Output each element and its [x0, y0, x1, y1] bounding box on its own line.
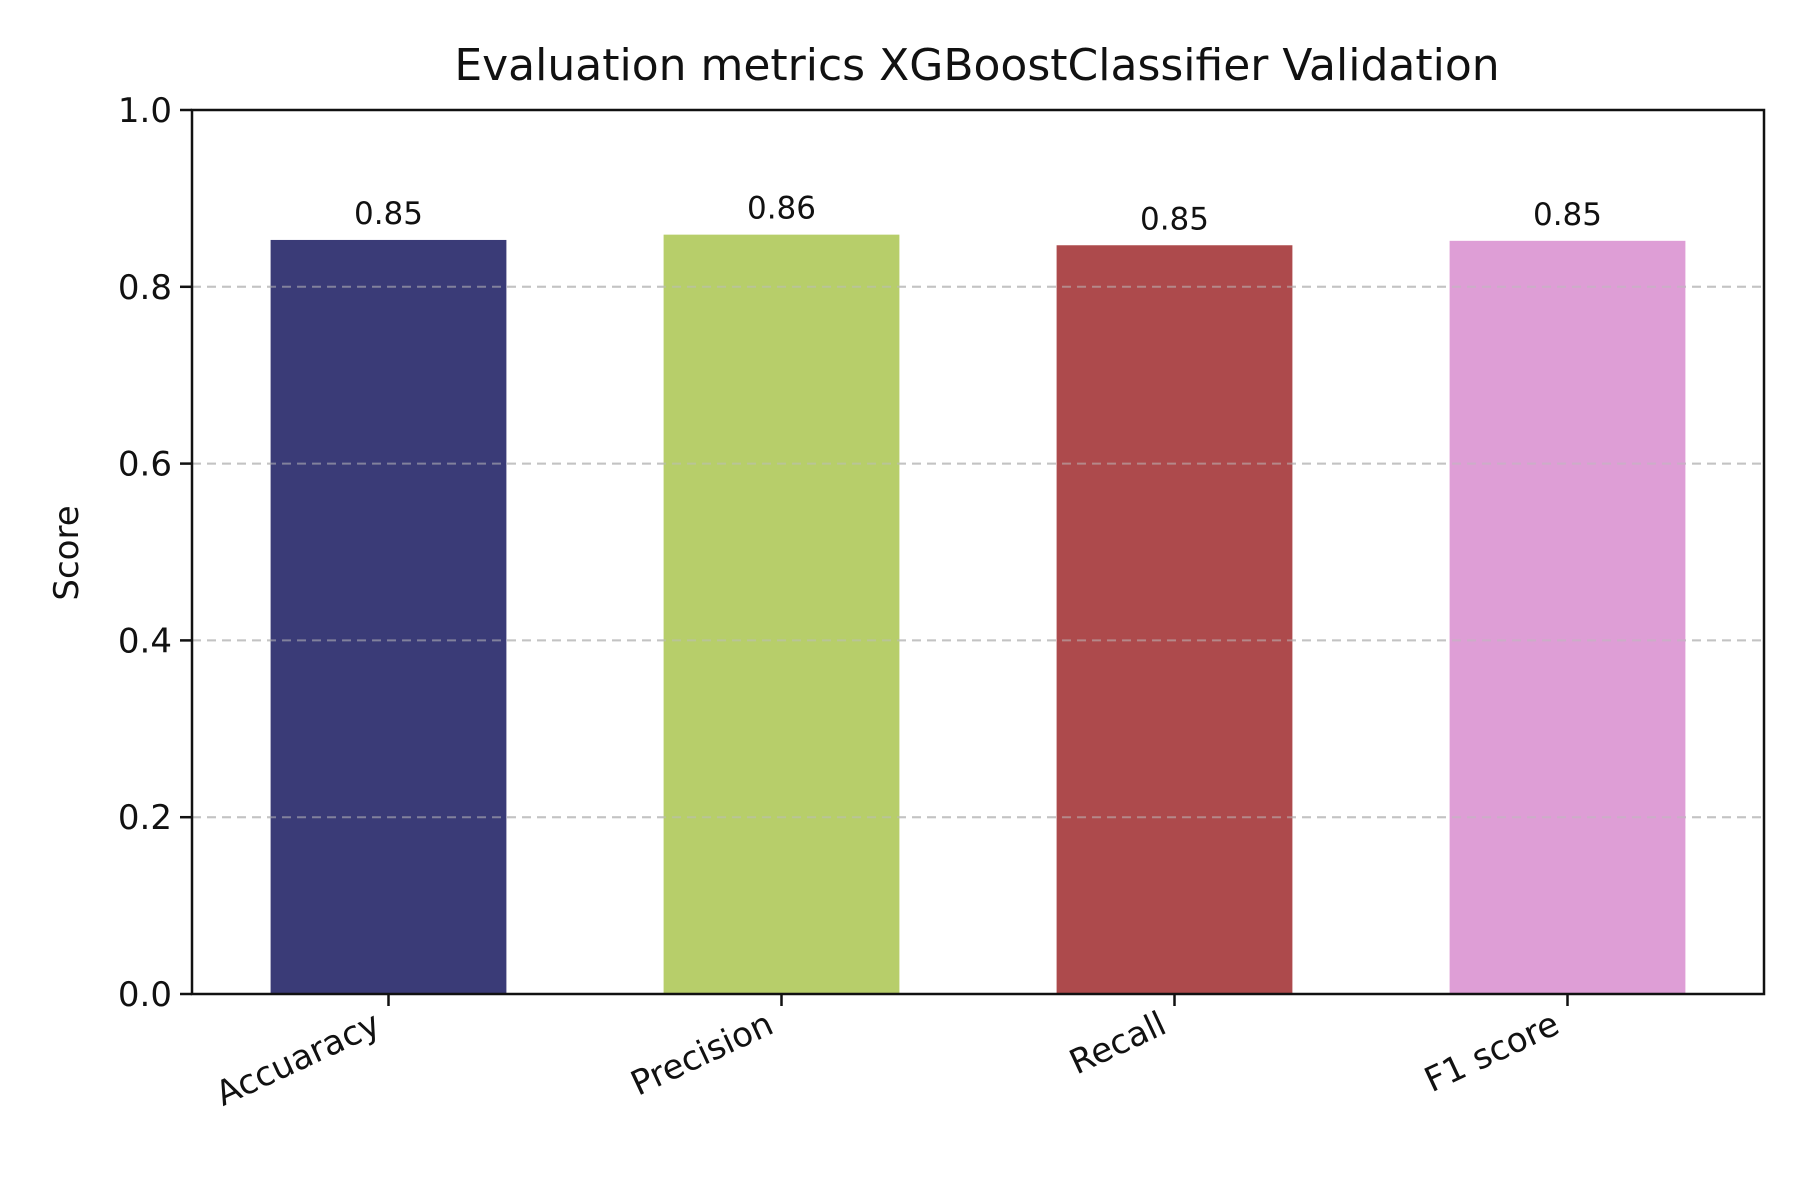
bar-value-label: 0.85 [1140, 201, 1209, 237]
x-tick-label: Accuaracy [210, 1004, 386, 1115]
bar [1449, 240, 1686, 994]
bar-value-label: 0.85 [354, 196, 423, 232]
value-labels: 0.85 0.86 0.85 0.85 [192, 191, 1764, 819]
y-axis-ticks: 0.0 0.2 0.4 0.6 0.8 1.0 [118, 91, 192, 1015]
bars [270, 234, 1686, 995]
bar-value-label: 0.86 [747, 191, 816, 227]
y-tick-label: 0.0 [118, 975, 172, 1015]
bar-value-label: 0.85 [1533, 197, 1602, 233]
x-axis-ticks: Accuaracy Precision Recall F1 score [210, 994, 1569, 1115]
y-tick-label: 0.2 [118, 798, 172, 838]
x-tick-label: F1 score [1418, 1004, 1565, 1101]
bar [1056, 245, 1293, 994]
x-tick-label: Recall [1063, 1004, 1172, 1083]
chart-title: Evaluation metrics XGBoostClassifier Val… [454, 40, 1499, 91]
x-tick-label: Precision [625, 1004, 779, 1104]
y-tick-label: 0.4 [118, 621, 172, 661]
y-tick-label: 0.8 [118, 268, 172, 308]
y-axis-label: Score [47, 505, 87, 600]
axes [190, 108, 1766, 996]
y-tick-label: 0.6 [118, 445, 172, 485]
bar [270, 239, 507, 994]
bar [663, 234, 900, 995]
plot-frame [190, 108, 1766, 996]
y-tick-label: 1.0 [118, 91, 172, 131]
